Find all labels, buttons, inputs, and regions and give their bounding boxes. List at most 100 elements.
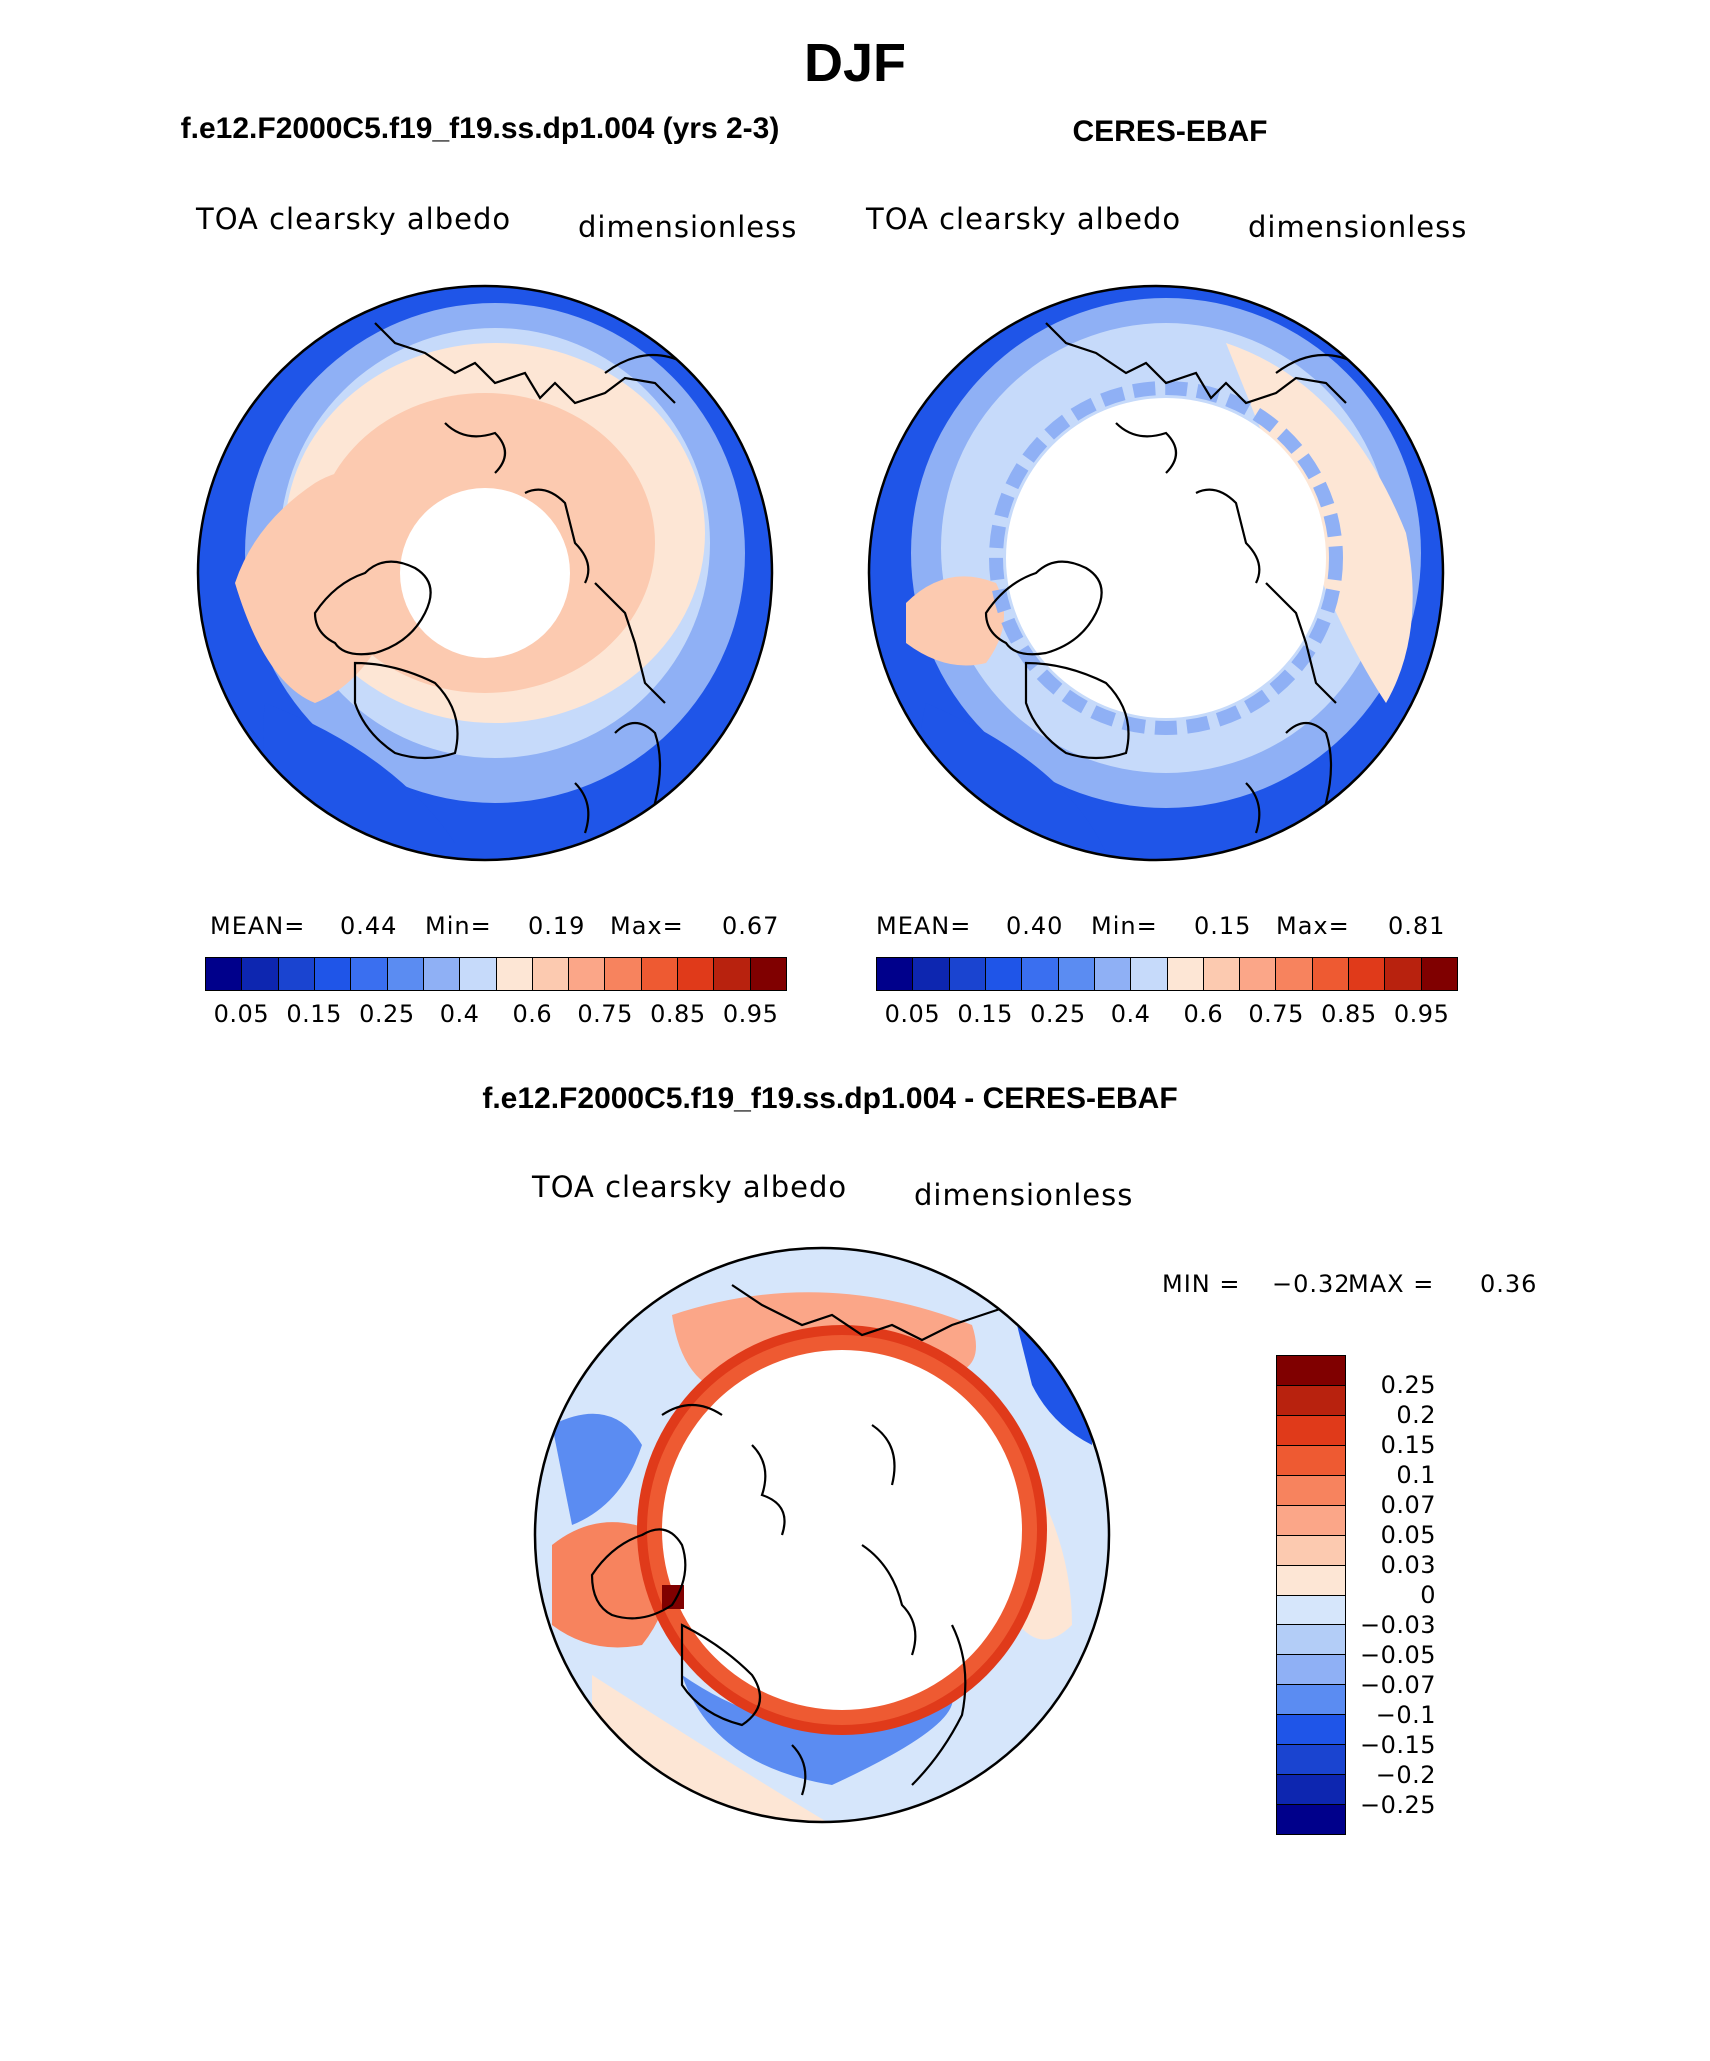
map-2-polar-gap (1006, 398, 1326, 718)
panel-2-max-value: 0.81 (1388, 912, 1446, 940)
diff-colorbar-tick-label: 0.25 (1380, 1371, 1436, 1399)
diff-colorbar-tick-label: 0 (1420, 1581, 1436, 1609)
panel-2-mean-value: 0.40 (1006, 912, 1064, 940)
diff-map-polar-gap (662, 1350, 1022, 1710)
colorbar-swatch (495, 958, 532, 990)
diff-colorbar-tick-label: 0.15 (1380, 1431, 1436, 1459)
diff-colorbar-swatch (1277, 1414, 1345, 1445)
colorbar-swatch (459, 958, 496, 990)
map-1-north-america-high (235, 470, 422, 703)
colorbar-swatch (350, 958, 387, 990)
colorbar-tick-label: 0.6 (512, 1000, 553, 1028)
colorbar-tick-label: 0.95 (722, 1000, 779, 1028)
diff-colorbar-tick-label: −0.2 (1375, 1761, 1436, 1789)
colorbar-swatch (1202, 958, 1240, 990)
colorbar-swatch (1311, 958, 1349, 990)
colorbar-tick-label: 0.4 (439, 1000, 480, 1028)
colorbar-swatch (277, 958, 314, 990)
colorbar-tick-label: 0.05 (884, 1000, 941, 1028)
diff-colorbar-tick-label: −0.07 (1359, 1671, 1436, 1699)
diff-colorbar-swatch (1277, 1594, 1345, 1625)
colorbar-tick-label: 0.15 (286, 1000, 342, 1028)
diff-colorbar-tick-label: 0.03 (1380, 1551, 1436, 1579)
map-1-polar-gap (400, 488, 570, 658)
colorbar-swatch (568, 958, 605, 990)
diff-colorbar-swatch (1277, 1384, 1345, 1415)
panel-1-units: dimensionless (578, 210, 798, 244)
colorbar-tick-label: 0.25 (1030, 1000, 1086, 1028)
panel-2-units: dimensionless (1248, 210, 1468, 244)
colorbar-swatch (1384, 958, 1421, 990)
colorbar-swatch (912, 958, 949, 990)
colorbar-swatch (1166, 958, 1203, 990)
map-2-polar-ring-band (989, 381, 1343, 735)
page-title: DJF (803, 33, 906, 93)
colorbar-swatch (1275, 958, 1312, 990)
colorbar-swatch (604, 958, 641, 990)
diff-colorbar-swatch (1277, 1474, 1345, 1505)
panel-1-map (196, 284, 774, 862)
diff-colorbar-swatch (1277, 1684, 1345, 1715)
colorbar-swatch (422, 958, 460, 990)
diff-units: dimensionless (914, 1178, 1134, 1212)
colorbar-tick-label: 0.75 (1248, 1000, 1304, 1028)
diff-colorbar-tick-label: −0.03 (1359, 1611, 1436, 1639)
panel-1-colorbar-ticks: 0.05 0.15 0.25 0.4 0.6 0.75 0.85 0.95 (205, 1000, 787, 1030)
diff-colorbar-swatch (1277, 1714, 1345, 1745)
diff-colorbar-tick-label: −0.05 (1359, 1641, 1436, 1669)
diff-colorbar-tick-label: −0.15 (1359, 1731, 1436, 1759)
diff-variable: TOA clearsky albedo (532, 1170, 848, 1204)
diff-colorbar-swatch (1277, 1444, 1345, 1475)
diff-colorbar-tick-label: −0.1 (1375, 1701, 1436, 1729)
panel-2-mean-label: MEAN= (876, 912, 972, 940)
diff-colorbar-ticks: 0.25 0.2 0.15 0.1 0.07 0.05 0.03 0 −0.03 −0.05 −0.… (1356, 1355, 1506, 1835)
colorbar-swatch (206, 958, 242, 990)
panel-2-map (867, 284, 1445, 862)
colorbar-swatch (386, 958, 423, 990)
diff-heading: f.e12.F2000C5.f19_f19.ss.dp1.004 - CERES… (482, 1082, 1178, 1115)
panel-2-min-value: 0.15 (1194, 912, 1252, 940)
colorbar-swatch (1420, 958, 1457, 990)
diff-colorbar-swatch (1277, 1564, 1345, 1595)
diff-min-value: −0.32 (1272, 1270, 1351, 1298)
diff-colorbar-swatch (1277, 1504, 1345, 1535)
diff-colorbar-swatch (1277, 1534, 1345, 1565)
diff-map (533, 1246, 1111, 1824)
diff-colorbar-swatch (1277, 1774, 1345, 1805)
colorbar-swatch (1348, 958, 1385, 990)
colorbar-tick-label: 0.85 (1321, 1000, 1377, 1028)
panel-1-min-label: Min= (425, 912, 492, 940)
colorbar-swatch (984, 958, 1022, 990)
colorbar-swatch (640, 958, 678, 990)
diff-colorbar-swatch (1277, 1356, 1345, 1385)
colorbar-swatch (241, 958, 278, 990)
diff-colorbar-tick-label: 0.1 (1396, 1461, 1436, 1489)
colorbar-swatch (1130, 958, 1167, 990)
panel-2-colorbar-ticks: 0.05 0.15 0.25 0.4 0.6 0.75 0.85 0.95 (876, 1000, 1458, 1030)
diff-max-label: MAX = (1348, 1270, 1435, 1298)
colorbar-swatch (1021, 958, 1058, 990)
colorbar-swatch (531, 958, 569, 990)
diff-colorbar-tick-label: 0.05 (1380, 1521, 1436, 1549)
panel-2-variable: TOA clearsky albedo (866, 202, 1182, 236)
panel-2-min-label: Min= (1091, 912, 1158, 940)
colorbar-tick-label: 0.15 (957, 1000, 1013, 1028)
panel-1-min-value: 0.19 (528, 912, 586, 940)
colorbar-tick-label: 0.6 (1183, 1000, 1224, 1028)
diff-map-coastlines (590, 1284, 1013, 1796)
diff-min-label: MIN = (1162, 1270, 1241, 1298)
colorbar-tick-label: 0.95 (1393, 1000, 1450, 1028)
diff-colorbar-tick-label: 0.07 (1380, 1491, 1436, 1519)
diff-map-west-blue (552, 1413, 642, 1525)
panel-2-heading: CERES-EBAF (1072, 115, 1268, 148)
colorbar-tick-label: 0.4 (1110, 1000, 1151, 1028)
panel-1-heading: f.e12.F2000C5.f19_f19.ss.dp1.004 (yrs 2-… (180, 112, 780, 145)
map-2-coastlines (984, 322, 1357, 844)
panel-1-mean-value: 0.44 (340, 912, 398, 940)
colorbar-tick-label: 0.85 (650, 1000, 706, 1028)
panel-1-variable: TOA clearsky albedo (196, 202, 512, 236)
panel-1-max-label: Max= (610, 912, 684, 940)
colorbar-swatch (1057, 958, 1094, 990)
colorbar-swatch (749, 958, 786, 990)
diff-colorbar (1276, 1355, 1346, 1835)
